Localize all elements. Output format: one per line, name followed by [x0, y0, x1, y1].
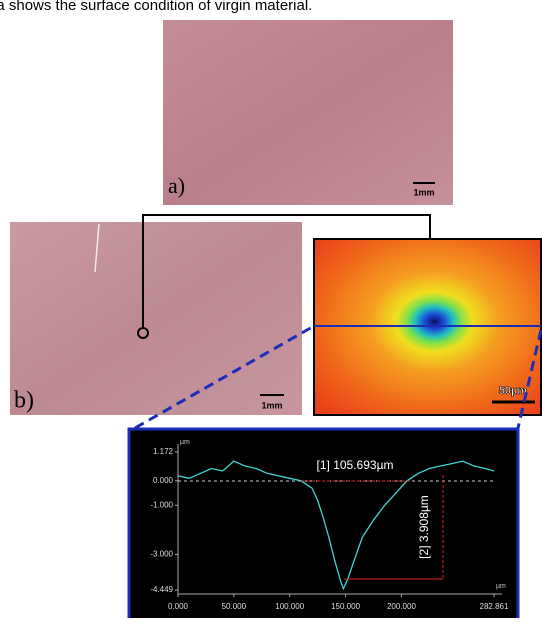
x-tick-label: 0.000	[168, 602, 189, 611]
annotation: [1] 105.693µm	[317, 458, 394, 472]
panel-label: a)	[168, 173, 185, 198]
micrograph-a	[163, 20, 453, 205]
panel-label: b)	[14, 388, 34, 414]
scale-label: 1mm	[413, 187, 434, 197]
y-unit: µm	[180, 439, 190, 446]
y-tick-label: 1.172	[153, 447, 174, 456]
x-tick-label: 282.861	[480, 602, 509, 611]
micrograph-b	[10, 222, 302, 415]
y-tick-label: -1.000	[150, 500, 173, 509]
scale-label: 1mm	[261, 400, 282, 410]
x-tick-label: 100.000	[275, 602, 304, 611]
x-unit: µm	[496, 583, 506, 590]
y-tick-label: -4.449	[150, 585, 173, 594]
scale-label: 50µm	[499, 385, 528, 397]
x-tick-label: 150.000	[331, 602, 360, 611]
y-tick-label: -3.000	[150, 550, 173, 559]
y-tick-label: 0.000	[153, 476, 174, 485]
x-tick-label: 50.000	[222, 602, 247, 611]
figure: ea shows the surface condition of virgin…	[0, 0, 542, 618]
annotation: [2] 3.908µm	[417, 495, 431, 559]
caption: ea shows the surface condition of virgin…	[0, 0, 312, 14]
x-tick-label: 200.000	[387, 602, 416, 611]
